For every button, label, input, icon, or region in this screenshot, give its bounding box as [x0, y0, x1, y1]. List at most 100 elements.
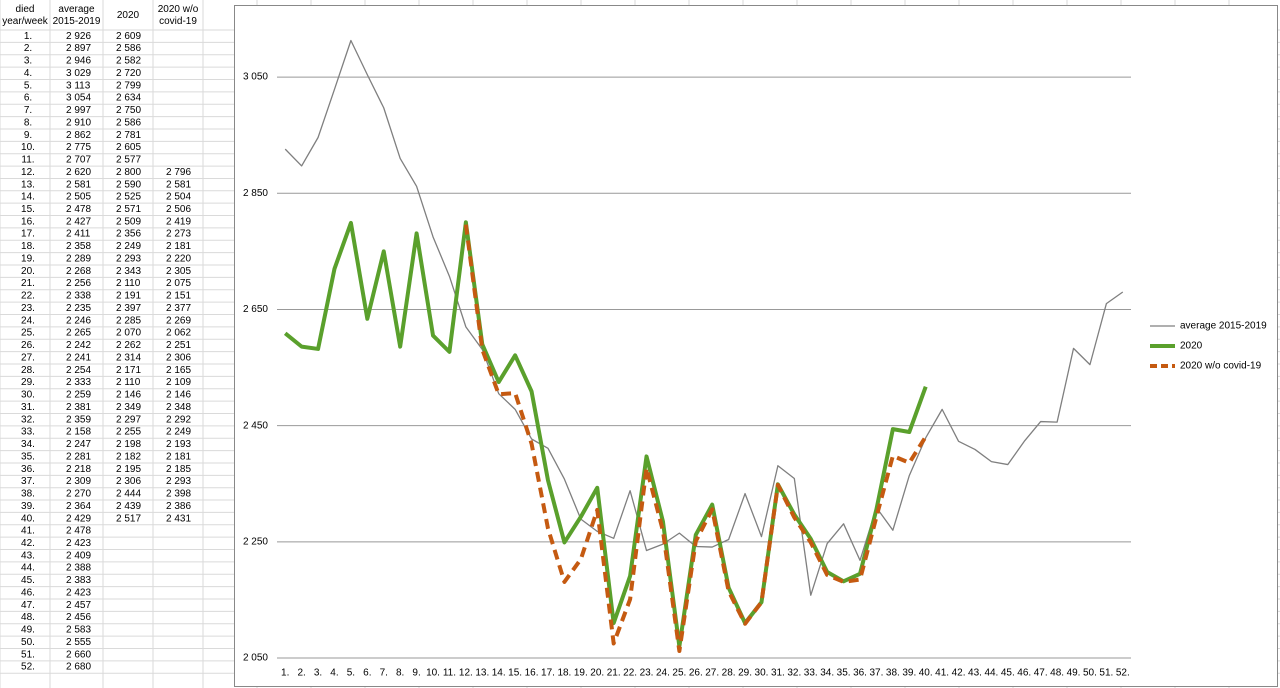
x-tick-label: 34.: [820, 668, 834, 679]
week-cell: 45.: [21, 575, 35, 586]
value-cell: 2 306: [116, 476, 141, 487]
week-cell: 32.: [21, 414, 35, 425]
value-cell: 2 634: [116, 93, 141, 104]
value-cell: 2 398: [166, 489, 191, 500]
value-cell: 2 297: [116, 414, 141, 425]
week-cell: 35.: [21, 451, 35, 462]
week-cell: 36.: [21, 464, 35, 475]
value-cell: 2 246: [66, 315, 91, 326]
value-cell: 2 151: [166, 291, 191, 302]
value-cell: 2 249: [116, 241, 141, 252]
value-cell: 2 364: [66, 501, 91, 512]
value-cell: 2 517: [116, 513, 141, 524]
week-cell: 48.: [21, 612, 35, 623]
value-cell: 2 620: [66, 167, 91, 178]
value-cell: 2 720: [116, 68, 141, 79]
x-tick-label: 5.: [347, 668, 355, 679]
value-cell: 2 292: [166, 414, 191, 425]
header-cell: died year/week: [2, 4, 48, 27]
value-cell: 2 293: [116, 253, 141, 264]
value-cell: 2 265: [66, 328, 91, 339]
y-tick-label: 2 250: [243, 536, 268, 547]
y-tick-label: 2 050: [243, 653, 268, 664]
value-cell: 2 309: [66, 476, 91, 487]
week-cell: 27.: [21, 352, 35, 363]
week-cell: 5.: [24, 80, 32, 91]
value-cell: 2 273: [166, 229, 191, 240]
x-tick-label: 51.: [1099, 668, 1113, 679]
value-cell: 2 707: [66, 155, 91, 166]
x-tick-label: 19.: [574, 668, 588, 679]
x-tick-label: 30.: [755, 668, 769, 679]
week-cell: 40.: [21, 513, 35, 524]
x-tick-label: 43.: [968, 668, 982, 679]
x-tick-label: 32.: [787, 668, 801, 679]
header-cell: 2020: [116, 10, 140, 21]
value-cell: 2 171: [116, 365, 141, 376]
week-cell: 43.: [21, 550, 35, 561]
x-tick-label: 35.: [837, 668, 851, 679]
value-cell: 2 586: [116, 43, 141, 54]
week-cell: 18.: [21, 241, 35, 252]
x-tick-label: 11.: [443, 668, 456, 679]
week-cell: 29.: [21, 377, 35, 388]
value-cell: 2 504: [166, 192, 191, 203]
x-tick-label: 41.: [935, 668, 949, 679]
week-cell: 46.: [21, 587, 35, 598]
week-cell: 41.: [21, 526, 35, 537]
x-tick-label: 1.: [281, 668, 289, 679]
x-tick-label: 12.: [459, 668, 473, 679]
x-tick-label: 26.: [689, 668, 703, 679]
week-cell: 13.: [21, 179, 35, 190]
x-tick-label: 40.: [919, 668, 933, 679]
value-cell: 2 198: [116, 439, 141, 450]
week-cell: 23.: [21, 303, 35, 314]
value-cell: 2 577: [116, 155, 141, 166]
week-cell: 26.: [21, 340, 35, 351]
value-cell: 2 241: [66, 352, 91, 363]
header-cell: 2020 w/o covid-19: [157, 4, 199, 27]
value-cell: 2 356: [116, 229, 141, 240]
week-cell: 20.: [21, 266, 35, 277]
x-tick-label: 25.: [672, 668, 686, 679]
y-tick-label: 3 050: [243, 72, 268, 83]
value-cell: 2 110: [116, 278, 141, 289]
week-cell: 34.: [21, 439, 35, 450]
x-tick-label: 29.: [738, 668, 752, 679]
x-tick-label: 33.: [804, 668, 818, 679]
x-tick-label: 47.: [1034, 668, 1048, 679]
value-cell: 2 423: [66, 538, 91, 549]
value-cell: 2 775: [66, 142, 91, 153]
week-cell: 1.: [24, 31, 32, 42]
x-tick-label: 31.: [771, 668, 785, 679]
week-cell: 16.: [21, 216, 35, 227]
value-cell: 2 314: [116, 352, 141, 363]
value-cell: 2 218: [66, 464, 91, 475]
value-cell: 2 581: [66, 179, 91, 190]
x-tick-label: 13.: [475, 668, 489, 679]
value-cell: 2 457: [66, 600, 91, 611]
week-cell: 7.: [24, 105, 32, 116]
value-cell: 2 254: [66, 365, 91, 376]
week-cell: 17.: [21, 229, 35, 240]
week-cell: 8.: [24, 117, 32, 128]
value-cell: 2 997: [66, 105, 91, 116]
value-cell: 2 338: [66, 291, 91, 302]
week-cell: 51.: [21, 649, 35, 660]
value-cell: 2 397: [116, 303, 141, 314]
week-cell: 47.: [21, 600, 35, 611]
value-cell: 2 862: [66, 130, 91, 141]
value-cell: 2 680: [66, 662, 91, 673]
value-cell: 2 256: [66, 278, 91, 289]
value-cell: 2 158: [66, 427, 91, 438]
value-cell: 2 506: [166, 204, 191, 215]
value-cell: 2 343: [116, 266, 141, 277]
value-cell: 2 605: [116, 142, 141, 153]
value-cell: 2 586: [116, 117, 141, 128]
value-cell: 2 191: [116, 291, 141, 302]
series-line: [284, 39, 1124, 596]
week-cell: 22.: [21, 291, 35, 302]
x-tick-label: 18.: [557, 668, 571, 679]
